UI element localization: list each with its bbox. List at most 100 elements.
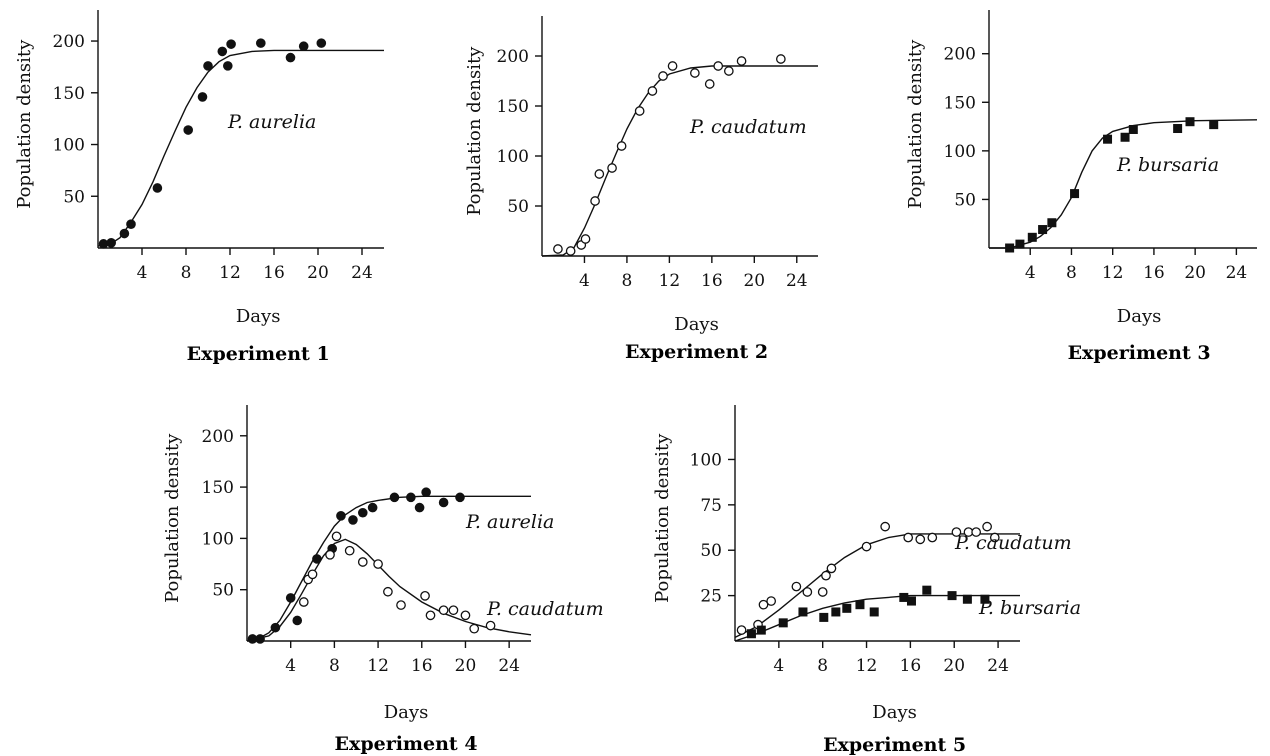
y-tick-label: 150 [497,97,529,117]
x-tick-label: 24 [1226,263,1248,283]
data-point [690,68,700,78]
series-label: P. bursaria [1116,154,1219,176]
x-tick-label: 24 [498,656,520,676]
data-point [947,591,957,601]
data-point [980,594,990,604]
x-tick-label: 12 [219,263,241,283]
experiment-title: Experiment 3 [1068,342,1211,364]
data-point [607,163,617,173]
x-axis-title: Days [872,702,917,723]
y-tick-label: 150 [202,478,234,498]
data-point [778,618,788,628]
data-point [565,246,576,256]
data-point [98,239,109,249]
chart-exp4: 4 8 12 16 20 24 50 100 150 200 Days Population dens… [162,405,604,755]
x-tick-label: 4 [1025,263,1036,283]
data-point [183,125,193,135]
x-axis-title: Days [236,306,281,327]
data-point [861,541,872,552]
y-tick-label: 75 [700,496,722,516]
fit-curve [246,538,532,642]
data-point [831,607,841,617]
experiment-title: Experiment 1 [187,343,330,365]
data-point [203,61,213,71]
series-label: P. aurelia [465,511,554,533]
series-label: P. bursaria [978,597,1081,619]
y-axis-title: Population density [162,433,183,603]
data-point [119,228,130,239]
x-tick-label: 16 [411,656,433,676]
data-point [880,521,891,532]
y-tick-label: 50 [954,190,976,210]
data-point [414,502,425,513]
data-point [325,549,335,560]
y-tick-label: 100 [202,529,234,549]
data-point [989,532,1000,543]
series-p-caudatum: P. caudatum [541,54,818,257]
data-point [292,615,303,626]
data-point [821,570,831,581]
data-point [1128,124,1138,134]
data-point [367,502,378,513]
data-point [285,52,296,63]
fit-curve [734,594,1020,642]
series-label: P. caudatum [486,598,604,620]
fit-curve [97,49,384,247]
experiment-title: Experiment 5 [823,734,966,756]
y-tick-label: 200 [53,32,85,52]
data-point [469,623,480,634]
data-point [336,511,346,521]
data-point [580,234,591,244]
data-point [869,607,879,617]
x-tick-label: 4 [285,656,296,676]
data-point [247,634,258,644]
data-point [616,141,627,151]
data-point [736,625,747,635]
data-point [455,492,465,503]
chart-exp1: 4 8 12 16 20 24 50 100 150 200 Days Population dens… [14,10,384,365]
x-axis-title: Days [674,314,719,335]
data-point [298,597,309,607]
y-tick-label: 200 [944,45,976,65]
x-tick-label: 8 [181,263,192,283]
data-point [915,534,926,545]
y-tick-label: 100 [53,136,85,156]
data-point [553,244,563,254]
x-tick-label: 20 [307,263,329,283]
data-point [438,497,449,508]
data-point [255,634,265,644]
x-tick-label: 4 [773,656,784,676]
data-point [906,596,916,606]
y-tick-label: 50 [700,541,722,561]
data-point [106,238,116,248]
x-tick-label: 20 [743,271,765,291]
y-tick-label: 100 [690,450,722,470]
fit-curve [541,65,818,257]
x-tick-label: 16 [900,656,922,676]
series-label: P. caudatum [689,116,807,138]
y-tick-label: 200 [202,427,234,447]
x-tick-label: 8 [622,271,633,291]
data-point [982,521,992,532]
data-point [1120,132,1130,142]
y-tick-label: 200 [497,47,529,67]
x-tick-label: 12 [856,656,878,676]
y-tick-label: 100 [944,142,976,162]
series-label: P. caudatum [954,532,1072,554]
data-point [270,622,281,633]
data-point [448,605,459,616]
data-point [485,620,496,631]
x-tick-label: 20 [943,656,965,676]
data-point [842,603,852,613]
data-point [798,607,808,617]
data-point [1103,134,1113,144]
data-point [344,545,355,556]
series-p-caudatum: P. caudatum [246,531,604,642]
y-axis-title: Population density [464,46,485,216]
x-tick-label: 20 [455,656,477,676]
data-point [817,587,828,597]
data-point [1209,120,1219,130]
y-axis-title: Population density [905,39,926,209]
data-point [396,600,406,610]
x-tick-label: 12 [367,656,389,676]
